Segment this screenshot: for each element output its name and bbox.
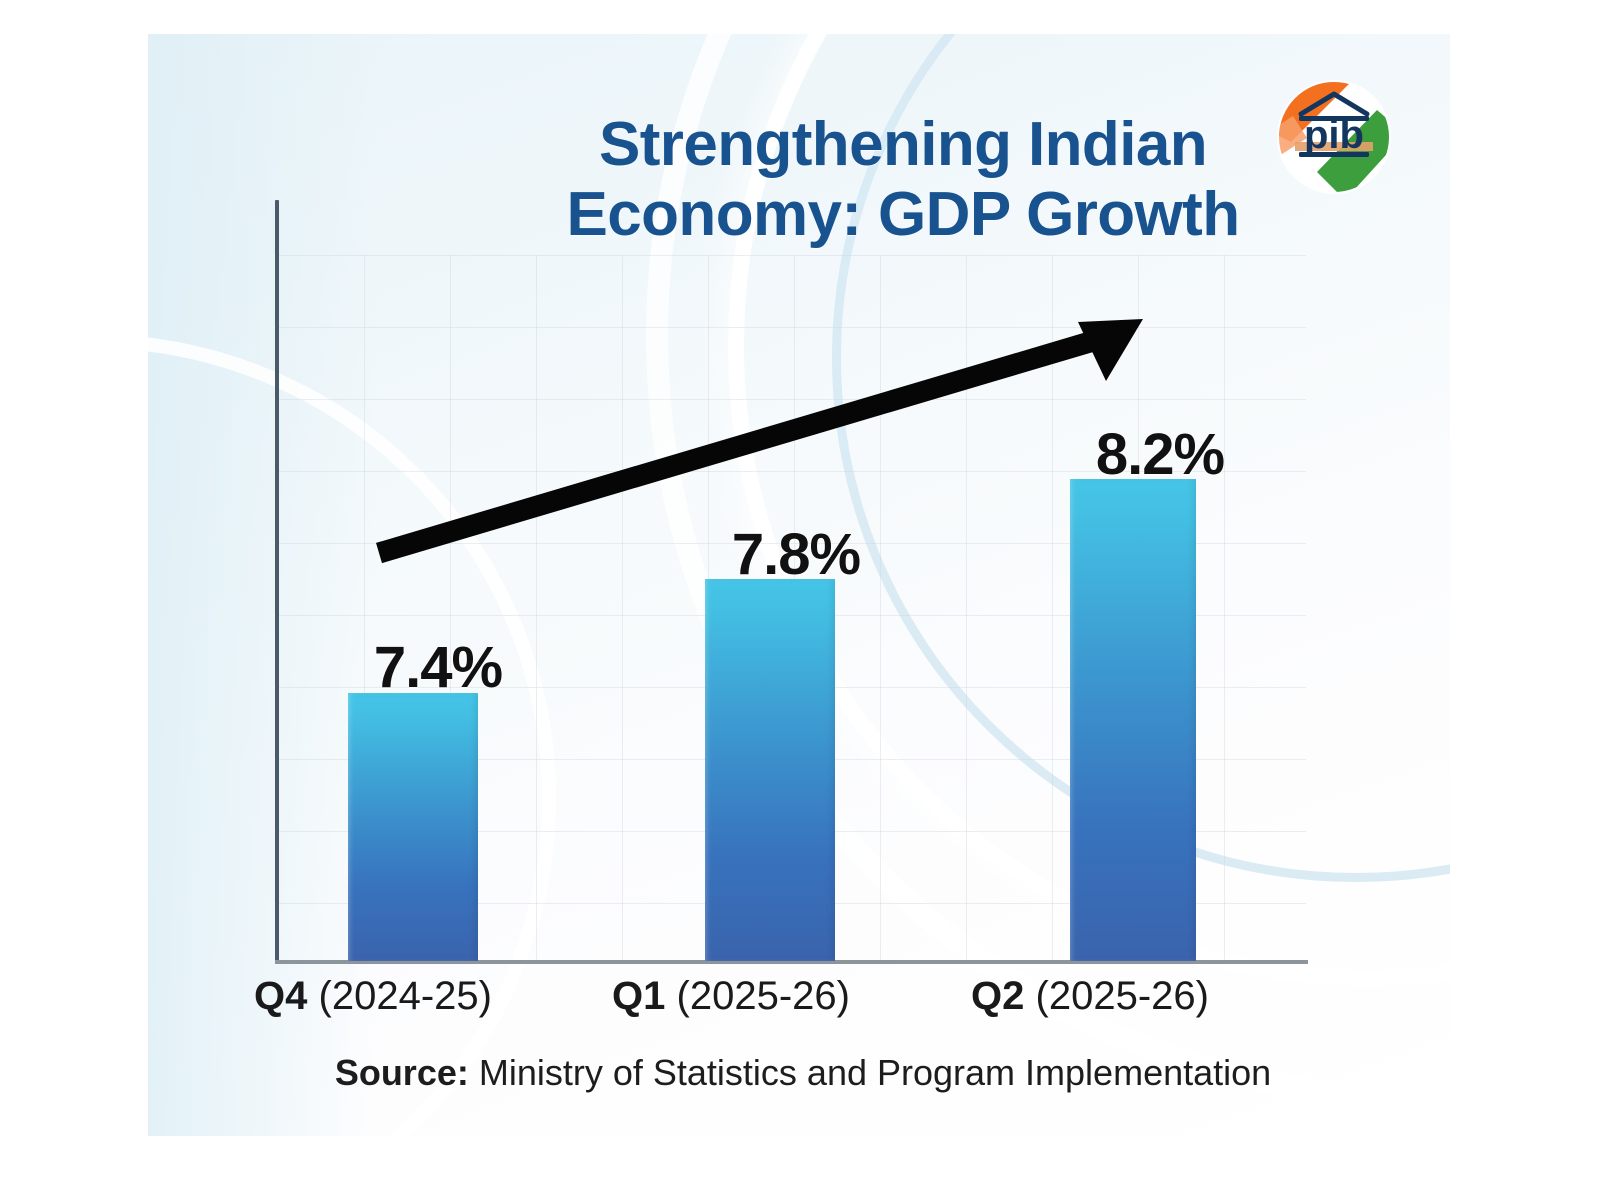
bar-q1-2025-26 xyxy=(705,579,835,961)
source-note: Source: Ministry of Statistics and Progr… xyxy=(178,1052,1428,1094)
x-axis-label-q2: Q2 (2025-26) xyxy=(900,974,1280,1019)
source-label: Source: xyxy=(334,1052,469,1093)
x-axis-label-q4: Q4 (2024-25) xyxy=(183,974,563,1019)
title-line-2: Economy: GDP Growth xyxy=(566,180,1241,250)
source-text: Ministry of Statistics and Program Imple… xyxy=(478,1052,1272,1093)
x-axis-line xyxy=(275,960,1308,964)
title-line-1: Strengthening Indian xyxy=(599,110,1208,179)
x-axis-label-q4-year: (2024-25) xyxy=(318,974,492,1018)
x-axis-label-q1-year: (2025-26) xyxy=(676,974,850,1018)
bar-q2-2025-26 xyxy=(1070,479,1196,961)
y-axis-line xyxy=(275,200,279,963)
bar-q4-2024-25 xyxy=(348,693,478,961)
value-label-q4: 7.4% xyxy=(373,635,503,700)
x-axis-label-q1-quarter: Q1 xyxy=(612,974,666,1018)
pib-logo: pib xyxy=(1273,76,1395,198)
x-axis-label-q1: Q1 (2025-26) xyxy=(541,974,921,1019)
x-axis-label-q2-year: (2025-26) xyxy=(1035,974,1209,1018)
x-axis-label-q2-quarter: Q2 xyxy=(971,974,1025,1018)
infographic-panel: Strengthening Indian Economy: GDP Growth xyxy=(148,34,1450,1136)
x-axis-label-q4-quarter: Q4 xyxy=(254,974,308,1018)
pib-logo-text: pib xyxy=(1304,113,1364,157)
background-tint xyxy=(148,34,378,1136)
pib-logo-icon: pib xyxy=(1277,80,1391,194)
value-label-q2: 8.2% xyxy=(1095,422,1225,487)
page-title: Strengthening Indian Economy: GDP Growth xyxy=(358,110,1448,250)
value-label-q1: 7.8% xyxy=(731,522,861,587)
